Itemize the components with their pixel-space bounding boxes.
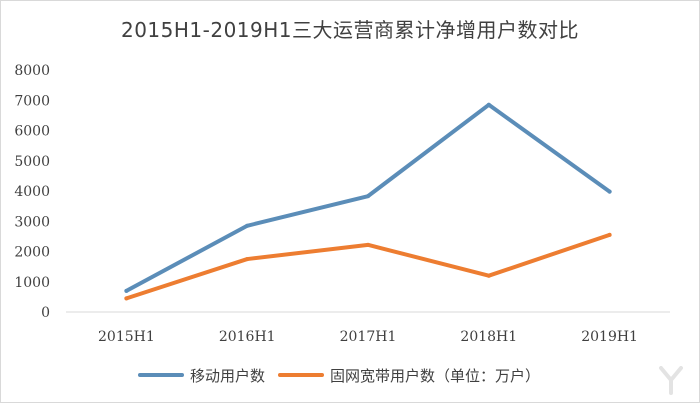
data-point [607, 232, 612, 237]
chart-legend: 移动用户数 固网宽带用户数（单位：万户） [0, 363, 700, 387]
y-tick-label: 2000 [14, 245, 50, 261]
data-point [486, 273, 491, 278]
data-point [366, 194, 370, 199]
legend-label-mobile: 移动用户数 [190, 366, 266, 385]
legend-swatch-mobile [138, 373, 184, 377]
chart-title: 2015H1-2019H1三大运营商累计净增用户数对比 [120, 18, 580, 42]
data-point [486, 102, 491, 107]
data-point [607, 189, 612, 194]
data-point [366, 242, 370, 247]
x-tick-label: 2019H1 [581, 329, 638, 345]
y-tick-label: 3000 [14, 214, 50, 230]
legend-item-broadband: 固网宽带用户数（单位：万户） [278, 363, 540, 387]
legend-item-mobile: 移动用户数 [138, 363, 265, 387]
data-point [245, 223, 250, 228]
legend-label-broadband: 固网宽带用户数（单位：万户） [330, 366, 541, 385]
watermark-logo-icon [659, 366, 683, 395]
y-tick-label: 0 [41, 305, 50, 321]
y-tick-label: 5000 [14, 154, 50, 170]
data-point [124, 288, 129, 293]
legend-swatch-broadband [278, 373, 324, 377]
x-tick-label: 2018H1 [460, 329, 517, 345]
y-tick-label: 1000 [14, 275, 50, 291]
data-point [245, 257, 250, 262]
x-tick-label: 2015H1 [98, 329, 155, 345]
x-tick-label: 2017H1 [340, 329, 397, 345]
y-tick-label: 4000 [14, 184, 50, 200]
x-tick-label: 2016H1 [219, 329, 276, 345]
y-tick-label: 8000 [14, 63, 50, 79]
y-tick-label: 7000 [14, 93, 50, 109]
data-point [124, 296, 129, 301]
y-tick-label: 6000 [14, 124, 50, 140]
